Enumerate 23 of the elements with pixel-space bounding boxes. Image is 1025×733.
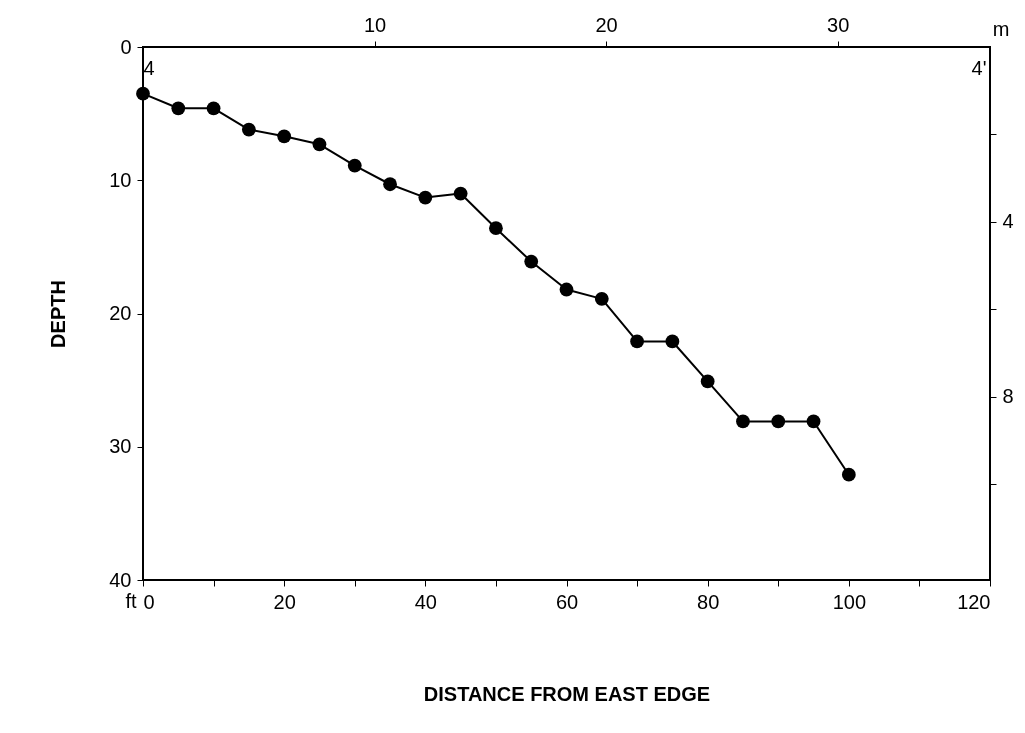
text: m xyxy=(992,18,1010,40)
y-tick-label: 20 xyxy=(109,302,132,324)
y2-tick-label: 4 xyxy=(1002,210,1014,233)
y-tick-label: 30 xyxy=(109,435,132,458)
y-axis-title: DEPTH xyxy=(47,280,70,348)
x-tick-label: 40 xyxy=(414,590,437,613)
x-tick-label: 100 xyxy=(832,590,867,613)
y-tick-label: 0 xyxy=(120,35,132,58)
y2-tick-label: 8 xyxy=(1002,385,1014,408)
x-tick-label: 80 xyxy=(697,590,720,613)
x-axis-title: DISTANCE FROM EAST EDGE xyxy=(423,682,711,705)
x2-tick-label: 10 xyxy=(363,13,387,36)
x-tick-label: 20 xyxy=(273,590,296,613)
annotation: 4' xyxy=(971,57,987,79)
annotation: 4 xyxy=(143,57,155,79)
y-tick-label: 40 xyxy=(109,568,132,591)
text: ft xyxy=(125,590,137,612)
x-tick-label: 0 xyxy=(143,590,155,613)
x-tick-label: 60 xyxy=(555,590,579,613)
x-tick-label: 120 xyxy=(957,590,991,613)
y-tick-label: 10 xyxy=(109,168,132,191)
x2-tick-label: 30 xyxy=(827,13,850,36)
x2-tick-label: 20 xyxy=(595,13,618,36)
